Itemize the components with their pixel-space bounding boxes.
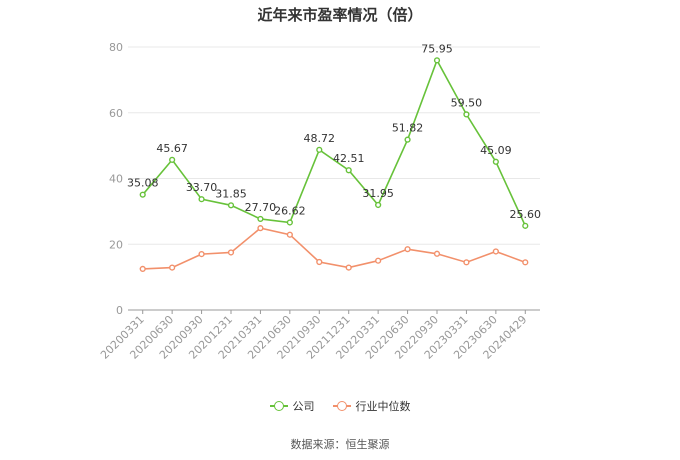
data-point[interactable] [227,249,235,256]
legend-label-industry-median: 行业中位数 [355,400,411,413]
data-label: 35.08 [127,177,159,190]
data-point[interactable] [257,215,264,223]
data-point[interactable] [492,158,499,165]
data-label: 45.67 [156,142,188,155]
data-point[interactable] [198,196,205,203]
data-point[interactable] [404,136,411,143]
data-label: 75.95 [421,42,453,55]
data-point[interactable] [198,251,205,258]
data-label: 59.50 [451,96,483,109]
data-source-note: 数据来源：恒生聚源 [290,438,390,451]
data-point[interactable] [463,111,470,118]
legend-item-company[interactable]: 公司 [269,398,315,414]
y-tick-label: 40 [109,173,123,186]
data-point[interactable] [375,201,382,209]
data-point[interactable] [139,265,146,273]
data-point[interactable] [227,202,235,209]
data-point[interactable] [345,264,352,271]
legend-item-industry-median[interactable]: 行业中位数 [332,398,411,414]
data-point[interactable] [286,219,293,226]
data-point[interactable] [316,146,323,153]
data-label: 31.85 [215,187,247,200]
data-point[interactable] [169,156,176,163]
legend-swatch-company [269,401,288,411]
data-point[interactable] [257,225,264,232]
legend-label-company: 公司 [292,400,315,413]
legend-swatch-industry-median [332,401,351,411]
data-point[interactable] [375,257,382,264]
data-point[interactable] [463,259,470,266]
data-label: 26.62 [274,204,306,217]
data-point[interactable] [169,264,176,271]
data-label: 48.72 [304,132,336,145]
data-point[interactable] [522,259,529,266]
y-tick-label: 0 [116,304,123,317]
data-label: 25.60 [510,208,542,221]
data-label: 27.70 [245,201,277,214]
data-label: 33.70 [186,181,218,194]
data-point[interactable] [522,222,529,229]
data-label: 42.51 [333,152,365,165]
legend: 公司 行业中位数 [0,398,680,414]
series-line-1 [142,227,526,270]
data-point[interactable] [404,246,411,253]
series-line-0 [142,58,527,227]
y-tick-label: 80 [109,41,123,54]
data-label: 31.95 [362,187,394,200]
data-label: 51.82 [392,122,424,135]
y-tick-label: 60 [109,107,123,120]
data-point[interactable] [139,191,146,198]
data-label: 45.09 [480,144,512,157]
data-point[interactable] [492,248,499,255]
data-point[interactable] [286,231,293,238]
data-point[interactable] [433,250,441,257]
y-tick-label: 20 [109,238,123,251]
chart-title: 近年来市盈率情况（倍） [257,6,423,24]
data-point[interactable] [316,258,323,266]
data-point[interactable] [345,167,352,174]
data-point[interactable] [433,57,441,64]
